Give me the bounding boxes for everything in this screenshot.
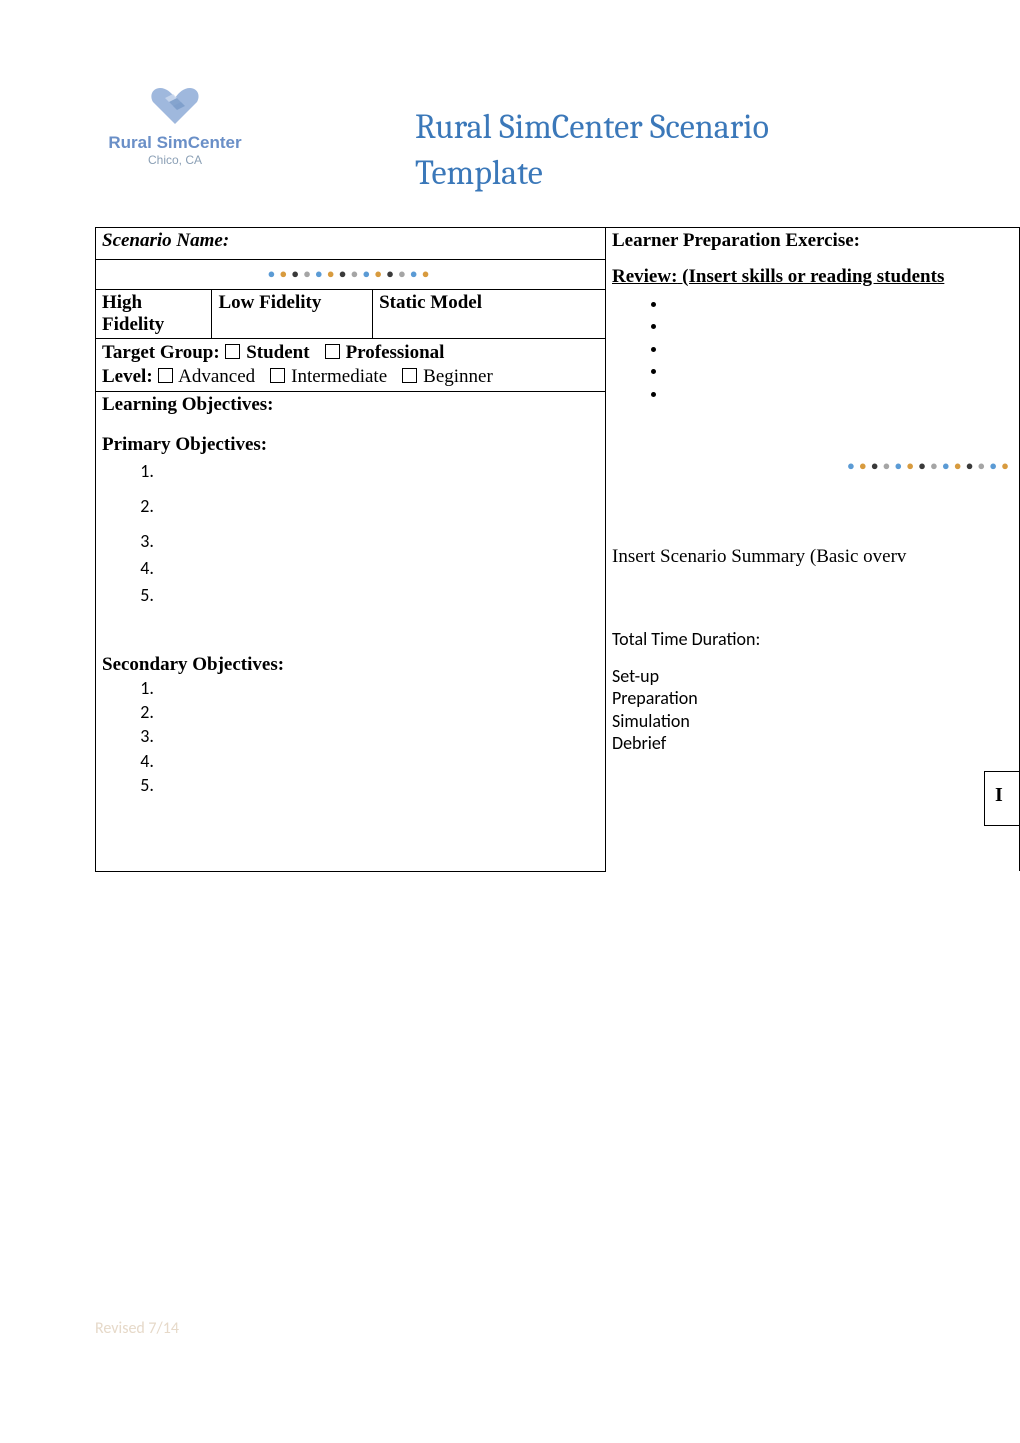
- document-header: Rural SimCenter Chico, CA Rural SimCente…: [95, 80, 1020, 197]
- bullet-item: [668, 337, 1013, 360]
- list-item: [158, 676, 599, 700]
- target-group-label: Target Group:: [102, 342, 220, 363]
- list-item: [158, 749, 599, 773]
- primary-objectives-list: [158, 458, 599, 609]
- review-bullet-list: [668, 292, 1013, 405]
- secondary-objectives-list: [158, 676, 599, 797]
- total-time-label: Total Time Duration:: [612, 628, 1013, 651]
- list-item: [158, 724, 599, 748]
- target-student: Student: [246, 342, 309, 363]
- review-label: Review:: [612, 266, 677, 287]
- list-item: [158, 582, 599, 609]
- primary-objectives-label: Primary Objectives:: [102, 434, 599, 456]
- checkbox-professional[interactable]: [325, 344, 340, 359]
- separator-dots-right: ●●●●●●●●●●●●●●: [612, 454, 1013, 476]
- list-item: [158, 493, 599, 520]
- target-professional: Professional: [346, 342, 445, 363]
- list-item: [158, 773, 599, 797]
- phase-setup: Set-up: [612, 665, 1013, 688]
- logo-name: Rural SimCenter: [108, 134, 241, 153]
- phase-debrief: Debrief: [612, 732, 1013, 755]
- level-intermediate: Intermediate: [291, 366, 387, 387]
- bullet-item: [668, 314, 1013, 337]
- footer-revised: Revised 7/14: [95, 1319, 179, 1338]
- low-fidelity-label: Low Fidelity: [212, 290, 373, 339]
- inner-box: I: [984, 771, 1019, 826]
- bullet-item: [668, 292, 1013, 315]
- level-beginner: Beginner: [423, 366, 493, 387]
- checkbox-beginner[interactable]: [402, 368, 417, 383]
- level-advanced: Advanced: [178, 366, 255, 387]
- scenario-summary-label: Insert Scenario Summary: [612, 546, 805, 567]
- list-item: [158, 528, 599, 555]
- scenario-summary-hint: (Basic overv: [805, 546, 906, 567]
- doc-title-line1: Rural SimCenter Scenario: [415, 105, 769, 151]
- target-level-cell: Target Group: Student Professional Level…: [96, 339, 606, 392]
- inner-box-text: I: [995, 784, 1003, 806]
- title-block: Rural SimCenter Scenario Template: [415, 105, 769, 197]
- level-label: Level:: [102, 366, 153, 387]
- learner-prep-cell: Learner Preparation Exercise: Review: (I…: [606, 227, 1020, 290]
- scenario-template-table: Scenario Name: Learner Preparation Exerc…: [95, 227, 1020, 872]
- learning-objectives-label: Learning Objectives:: [102, 394, 599, 416]
- scenario-name-label: Scenario Name:: [96, 227, 606, 259]
- checkbox-student[interactable]: [225, 344, 240, 359]
- doc-title-line2: Template: [415, 151, 769, 197]
- learner-prep-label: Learner Preparation Exercise:: [612, 230, 1013, 252]
- secondary-objectives-label: Secondary Objectives:: [102, 654, 599, 676]
- right-column-body: ●●●●●●●●●●●●●● Insert Scenario Summary (…: [606, 290, 1020, 872]
- phase-preparation: Preparation: [612, 687, 1013, 710]
- checkbox-advanced[interactable]: [158, 368, 173, 383]
- list-item: [158, 555, 599, 582]
- static-model-label: Static Model: [373, 290, 606, 339]
- checkbox-intermediate[interactable]: [270, 368, 285, 383]
- logo-icon: [145, 80, 205, 128]
- list-item: [158, 700, 599, 724]
- logo-location: Chico, CA: [148, 153, 202, 167]
- bullet-item: [668, 359, 1013, 382]
- list-item: [158, 458, 599, 485]
- logo: Rural SimCenter Chico, CA: [95, 80, 255, 167]
- phase-simulation: Simulation: [612, 710, 1013, 733]
- high-fidelity-label: High Fidelity: [96, 290, 212, 339]
- separator-dots-left: ●●●●●●●●●●●●●●: [96, 260, 606, 290]
- bullet-item: [668, 382, 1013, 405]
- objectives-cell: Learning Objectives: Primary Objectives:…: [96, 391, 606, 871]
- review-hint: (Insert skills or reading students: [677, 266, 944, 287]
